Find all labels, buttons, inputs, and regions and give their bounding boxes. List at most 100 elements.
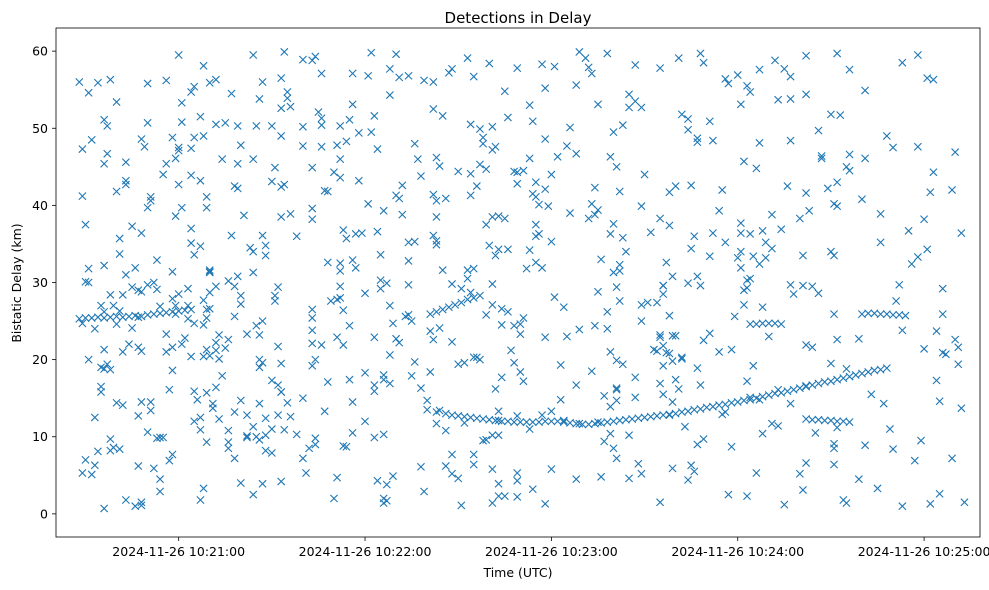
data-point	[519, 166, 528, 175]
data-point	[513, 492, 522, 501]
data-point	[146, 406, 155, 415]
data-point	[802, 340, 811, 349]
data-point	[165, 385, 174, 394]
data-point	[258, 479, 267, 488]
data-point	[342, 442, 351, 451]
data-point	[277, 388, 286, 397]
data-point	[907, 260, 916, 268]
data-point	[749, 252, 758, 261]
data-point	[721, 400, 730, 409]
data-point	[615, 260, 624, 269]
data-point	[311, 434, 320, 443]
data-point	[441, 409, 450, 418]
data-point	[786, 399, 795, 408]
y-tick-label: 50	[32, 121, 48, 136]
data-point	[454, 167, 463, 176]
data-point	[196, 413, 205, 422]
data-point	[603, 49, 612, 58]
data-point	[795, 384, 804, 393]
data-point	[631, 61, 640, 70]
data-point	[407, 371, 416, 380]
data-point	[758, 303, 767, 312]
data-point	[733, 253, 742, 262]
data-point	[184, 284, 192, 293]
data-point	[786, 280, 795, 289]
data-point	[904, 226, 913, 235]
data-point	[671, 375, 680, 384]
data-point	[826, 359, 835, 368]
data-point	[609, 268, 618, 277]
data-point	[693, 138, 702, 147]
data-point	[851, 371, 860, 380]
data-point	[137, 312, 146, 321]
data-point	[230, 282, 239, 291]
data-point	[684, 475, 693, 484]
data-point	[951, 335, 960, 344]
data-point	[109, 443, 118, 452]
data-point	[252, 121, 261, 130]
data-point	[541, 417, 550, 426]
data-point	[687, 461, 696, 470]
data-point	[528, 117, 537, 126]
data-point	[475, 355, 484, 364]
data-point	[112, 98, 121, 107]
data-point	[177, 118, 186, 127]
data-point	[261, 251, 270, 260]
data-point	[466, 120, 475, 129]
x-tick-label: 2024-11-26 10:25:00	[858, 544, 989, 559]
data-point	[687, 244, 696, 253]
data-point	[842, 162, 851, 171]
data-point	[898, 326, 907, 335]
data-point	[243, 411, 252, 420]
data-point	[190, 319, 199, 328]
data-point	[215, 330, 224, 339]
data-point	[802, 189, 811, 198]
data-point	[174, 51, 183, 59]
data-point	[631, 373, 640, 382]
y-tick-label: 30	[32, 275, 48, 290]
data-point	[233, 121, 242, 130]
data-point	[156, 487, 165, 496]
data-point	[920, 215, 929, 224]
data-point	[361, 368, 370, 377]
data-point	[329, 168, 338, 177]
data-point	[830, 444, 839, 453]
data-point	[230, 454, 239, 463]
data-point	[432, 153, 441, 162]
data-point	[482, 220, 491, 229]
data-point	[767, 419, 776, 428]
data-point	[786, 94, 795, 103]
data-point	[457, 284, 466, 293]
data-point	[718, 185, 727, 194]
y-axis-label: Bistatic Delay (km)	[9, 223, 24, 342]
data-point	[121, 158, 130, 167]
data-point	[475, 160, 484, 169]
data-point	[469, 460, 478, 469]
data-point	[81, 313, 90, 322]
data-point	[932, 376, 941, 385]
data-point	[432, 419, 441, 428]
data-point	[410, 357, 419, 366]
data-point	[724, 79, 733, 88]
data-point	[668, 398, 677, 407]
data-point	[469, 353, 478, 362]
data-point	[451, 300, 460, 309]
data-point	[926, 499, 935, 508]
data-point	[932, 327, 941, 336]
data-point	[634, 459, 643, 468]
data-point	[659, 281, 668, 290]
data-point	[149, 278, 158, 287]
data-point	[802, 381, 811, 390]
x-tick-label: 2024-11-26 10:24:00	[671, 544, 804, 559]
data-point	[652, 347, 661, 356]
data-point	[547, 170, 556, 179]
data-point	[817, 152, 826, 161]
data-point	[255, 399, 264, 408]
data-point	[320, 186, 329, 195]
data-point	[935, 397, 944, 406]
data-point	[227, 231, 236, 240]
data-point	[339, 226, 348, 235]
data-point	[267, 177, 276, 186]
data-point	[488, 465, 497, 474]
data-point	[152, 285, 161, 294]
